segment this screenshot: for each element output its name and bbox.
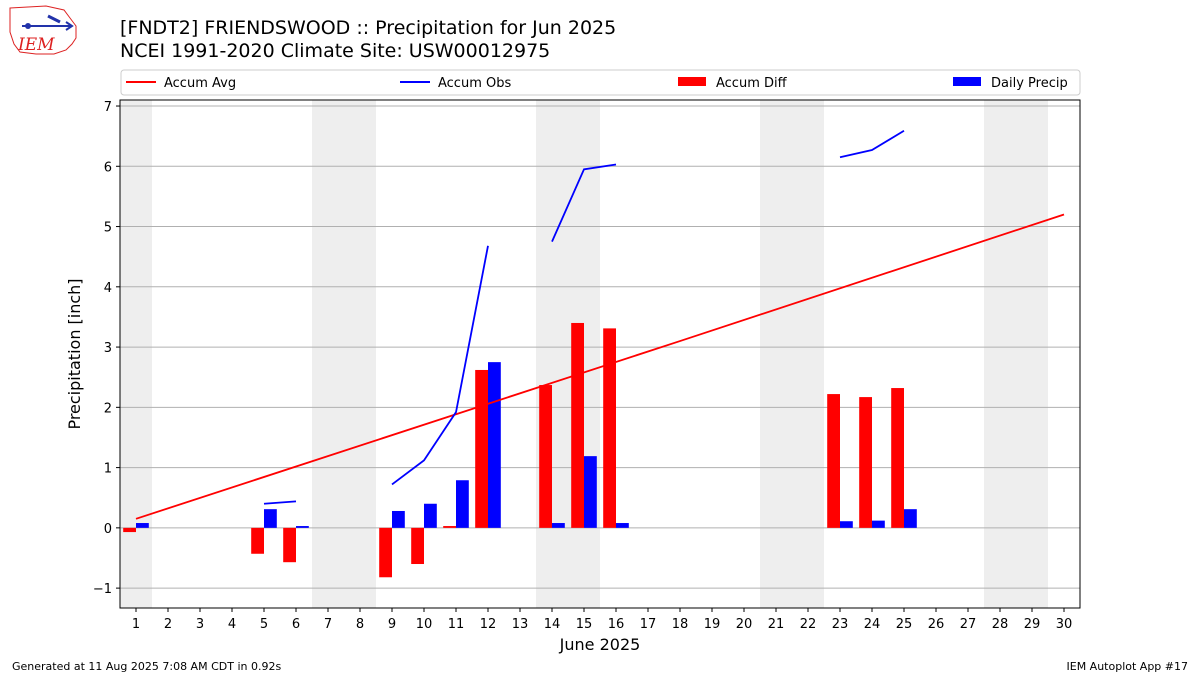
legend-swatch	[678, 77, 706, 86]
legend-swatch	[953, 77, 981, 86]
x-tick-label: 7	[324, 617, 332, 632]
bar-daily-precip	[136, 523, 149, 528]
y-tick-label: 3	[104, 341, 112, 356]
bar-accum-diff	[571, 322, 584, 528]
x-tick-label: 18	[672, 617, 689, 632]
bar-accum-diff	[379, 527, 392, 578]
x-tick-label: 22	[800, 617, 817, 632]
x-tick-label: 3	[196, 617, 204, 632]
line-accum-obs	[551, 163, 617, 242]
legend-label: Accum Obs	[438, 76, 511, 91]
x-tick-label: 1	[132, 617, 140, 632]
legend-label: Daily Precip	[991, 76, 1068, 91]
x-tick-label: 19	[704, 617, 721, 632]
line-accum-obs	[839, 129, 905, 159]
x-tick-label: 9	[388, 617, 396, 632]
y-tick-label: 4	[104, 281, 112, 296]
x-tick-label: 10	[416, 617, 433, 632]
x-tick-label: 6	[292, 617, 300, 632]
legend-label: Accum Diff	[716, 76, 788, 91]
x-tick-label: 13	[512, 617, 529, 632]
x-tick-label: 25	[896, 617, 913, 632]
bar-accum-diff	[283, 527, 296, 563]
y-axis-label: Precipitation [inch]	[65, 278, 84, 429]
y-tick-label: 2	[104, 401, 112, 416]
y-tick-label: 1	[104, 462, 112, 477]
bar-daily-precip	[264, 509, 277, 528]
y-tick-label: 6	[104, 160, 112, 175]
legend-label: Accum Avg	[164, 76, 236, 91]
x-tick-label: 11	[448, 617, 465, 632]
line-accum-obs	[263, 500, 297, 505]
x-tick-label: 2	[164, 617, 172, 632]
bar-daily-precip	[840, 521, 853, 528]
plot-frame	[119, 99, 1081, 609]
bar-daily-precip	[616, 523, 629, 528]
bar-accum-diff	[891, 388, 904, 528]
bar-accum-diff	[603, 328, 616, 528]
weekend-shade	[760, 100, 824, 608]
x-tick-label: 15	[576, 617, 593, 632]
x-tick-label: 4	[228, 617, 236, 632]
y-tick-label: −1	[93, 582, 112, 597]
bar-daily-precip	[424, 503, 437, 528]
x-tick-label: 27	[960, 617, 977, 632]
y-tick-label: 5	[104, 221, 112, 236]
bar-daily-precip	[872, 520, 885, 528]
bar-accum-diff	[475, 369, 488, 528]
bar-accum-diff	[827, 394, 840, 528]
x-tick-label: 20	[736, 617, 753, 632]
line-accum-obs	[391, 245, 489, 486]
x-tick-label: 21	[768, 617, 785, 632]
generated-note: Generated at 11 Aug 2025 7:08 AM CDT in …	[12, 660, 282, 673]
bar-daily-precip	[392, 510, 405, 528]
legend: Accum Avg Accum Obs Accum Diff Daily Precip	[120, 69, 1081, 96]
legend-box	[120, 69, 1081, 96]
bar-daily-precip	[584, 456, 597, 528]
x-tick-label: 28	[992, 617, 1009, 632]
weekend-shade	[984, 100, 1048, 608]
bar-daily-precip	[904, 509, 917, 528]
logo-text: IEM	[17, 35, 55, 55]
weekend-shade	[536, 100, 600, 608]
x-tick-label: 29	[1024, 617, 1041, 632]
bar-accum-diff	[251, 527, 264, 554]
x-tick-label: 26	[928, 617, 945, 632]
x-tick-label: 8	[356, 617, 364, 632]
iem-logo: IEM	[6, 4, 82, 62]
x-tick-label: 17	[640, 617, 657, 632]
x-tick-label: 23	[832, 617, 849, 632]
x-tick-label: 5	[260, 617, 268, 632]
x-tick-label: 16	[608, 617, 625, 632]
bar-accum-diff	[859, 397, 872, 528]
x-axis-label: June 2025	[559, 635, 641, 654]
bar-daily-precip	[296, 526, 309, 528]
y-tick-label: 0	[104, 522, 112, 537]
bar-daily-precip	[552, 523, 565, 528]
chart-title: [FNDT2] FRIENDSWOOD :: Precipitation for…	[120, 17, 617, 39]
bar-accum-diff	[443, 526, 456, 528]
y-tick-label: 7	[104, 100, 112, 115]
x-tick-label: 24	[864, 617, 881, 632]
bar-accum-diff	[123, 527, 136, 533]
bar-accum-diff	[539, 385, 552, 528]
line-accum-avg	[135, 213, 1065, 520]
x-tick-label: 30	[1056, 617, 1073, 632]
x-tick-label: 14	[544, 617, 561, 632]
bar-accum-diff	[411, 527, 424, 565]
bar-daily-precip	[456, 480, 469, 528]
x-tick-label: 12	[480, 617, 497, 632]
chart-subtitle: NCEI 1991-2020 Climate Site: USW00012975	[120, 40, 551, 62]
bar-daily-precip	[488, 362, 501, 528]
app-label: IEM Autoplot App #17	[1066, 660, 1189, 673]
weekend-shade	[312, 100, 376, 608]
